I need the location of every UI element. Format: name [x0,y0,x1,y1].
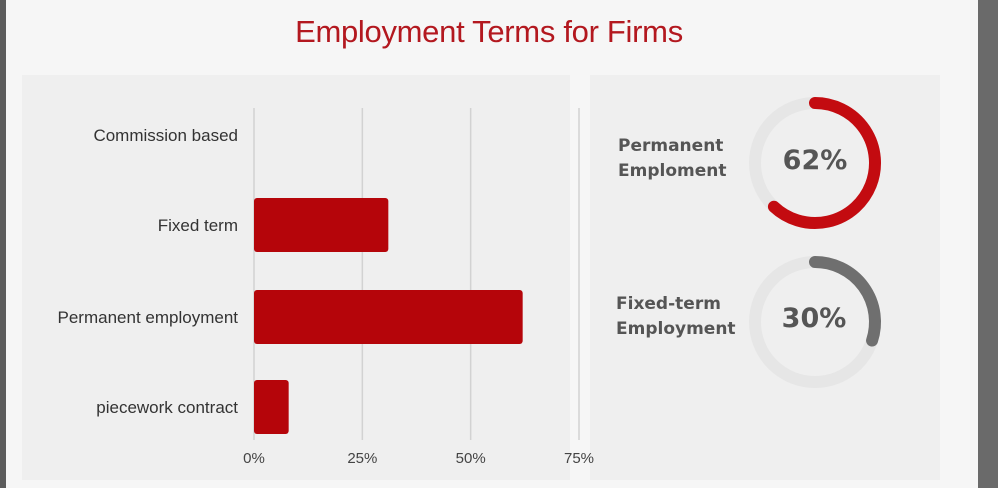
donut-arc [809,256,881,347]
bar-chart: 0% 25% 50% 75% Commission based Fixed term Per… [58,108,594,467]
page-title: Employment Terms for Firms [295,14,683,49]
donut-panel [590,75,940,480]
donut-arc [767,97,881,229]
x-tick-label: 75% [564,450,594,467]
window-border-right [978,0,998,488]
category-label: piecework contract [96,398,238,417]
permanent-percentage: 62% [782,145,848,176]
fixed-label-line2: Employment [616,319,736,339]
window-border-left [0,0,6,488]
fixed-term-donut [749,256,881,388]
bar [254,290,523,344]
fixed-percentage: 30% [781,303,847,334]
permanent-stat-label: Permanent Emploment [618,134,768,184]
permanent-label-line1: Permanent [618,136,724,156]
category-label: Commission based [93,126,238,145]
permanent-label-line2: Emploment [618,161,727,181]
x-tick-label: 0% [243,450,265,467]
bar-chart-panel [22,75,570,480]
bar [254,198,389,252]
category-label: Fixed term [158,216,238,235]
permanent-donut [749,97,881,229]
category-label: Permanent employment [58,308,239,327]
fixed-label-line1: Fixed-term [616,294,721,314]
fixed-stat-label: Fixed-term Employment [616,292,766,342]
x-tick-label: 25% [347,450,377,467]
bar [254,380,289,434]
x-tick-label: 50% [456,450,486,467]
